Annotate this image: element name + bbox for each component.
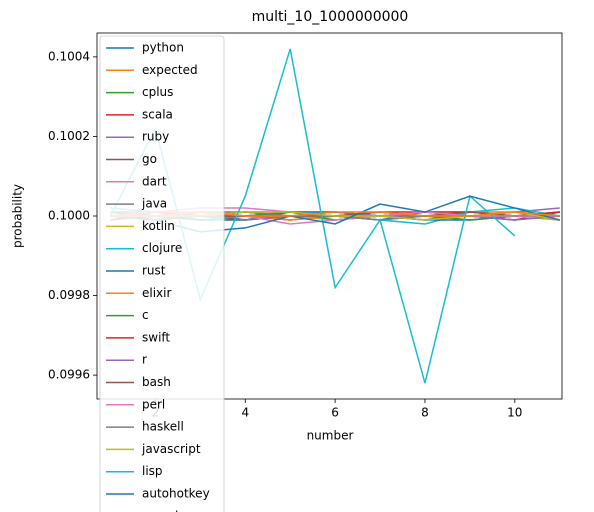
legend-label: expected xyxy=(142,63,198,77)
legend-label: swift xyxy=(142,330,170,344)
legend-label: lisp xyxy=(142,464,163,478)
legend-label: dart xyxy=(142,174,167,188)
legend-label: python xyxy=(142,41,184,55)
legend-label: go xyxy=(142,152,157,166)
y-tick-label: 0.1002 xyxy=(48,129,90,143)
x-axis-label: number xyxy=(307,429,354,443)
legend-label: c xyxy=(142,308,149,322)
legend-label: java xyxy=(141,197,167,211)
legend-label: elixir xyxy=(142,286,171,300)
legend-label: javascript xyxy=(141,442,201,456)
legend-label: ruby xyxy=(142,130,169,144)
legend-label: ocaml xyxy=(142,509,178,512)
legend-label: perl xyxy=(142,397,165,411)
legend-label: bash xyxy=(142,375,171,389)
legend-label: autohotkey xyxy=(142,487,210,501)
chart-title: multi_10_1000000000 xyxy=(252,9,409,25)
legend-label: kotlin xyxy=(142,219,175,233)
x-tick-label: 4 xyxy=(241,406,249,420)
y-axis-label: probability xyxy=(11,184,25,248)
y-tick-label: 0.1000 xyxy=(48,209,90,223)
legend-box xyxy=(99,35,225,512)
legend-label: cplus xyxy=(142,85,173,99)
x-tick-label: 6 xyxy=(331,406,339,420)
legend-label: clojure xyxy=(142,241,182,255)
legend-label: r xyxy=(142,353,147,367)
y-tick-label: 0.0996 xyxy=(48,368,90,382)
legend-label: haskell xyxy=(142,420,184,434)
legend-label: scala xyxy=(142,107,173,121)
y-tick-label: 0.0998 xyxy=(48,288,90,302)
legend-label: rust xyxy=(142,264,166,278)
y-tick-label: 0.1004 xyxy=(48,49,90,63)
x-tick-label: 8 xyxy=(421,406,429,420)
x-tick-label: 10 xyxy=(507,406,522,420)
